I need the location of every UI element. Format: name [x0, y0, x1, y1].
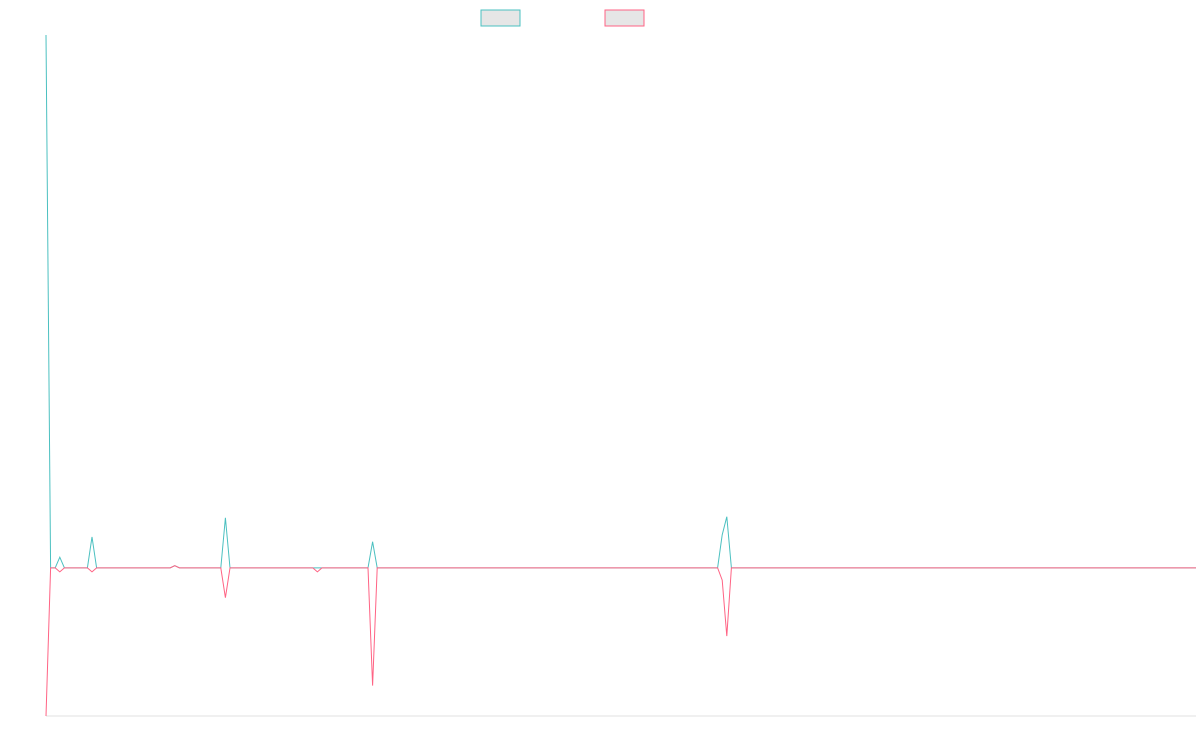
series-line — [45, 565, 1196, 717]
series-line — [45, 34, 1196, 569]
legend-swatch[interactable] — [480, 9, 521, 27]
legend-swatch[interactable] — [604, 9, 645, 27]
